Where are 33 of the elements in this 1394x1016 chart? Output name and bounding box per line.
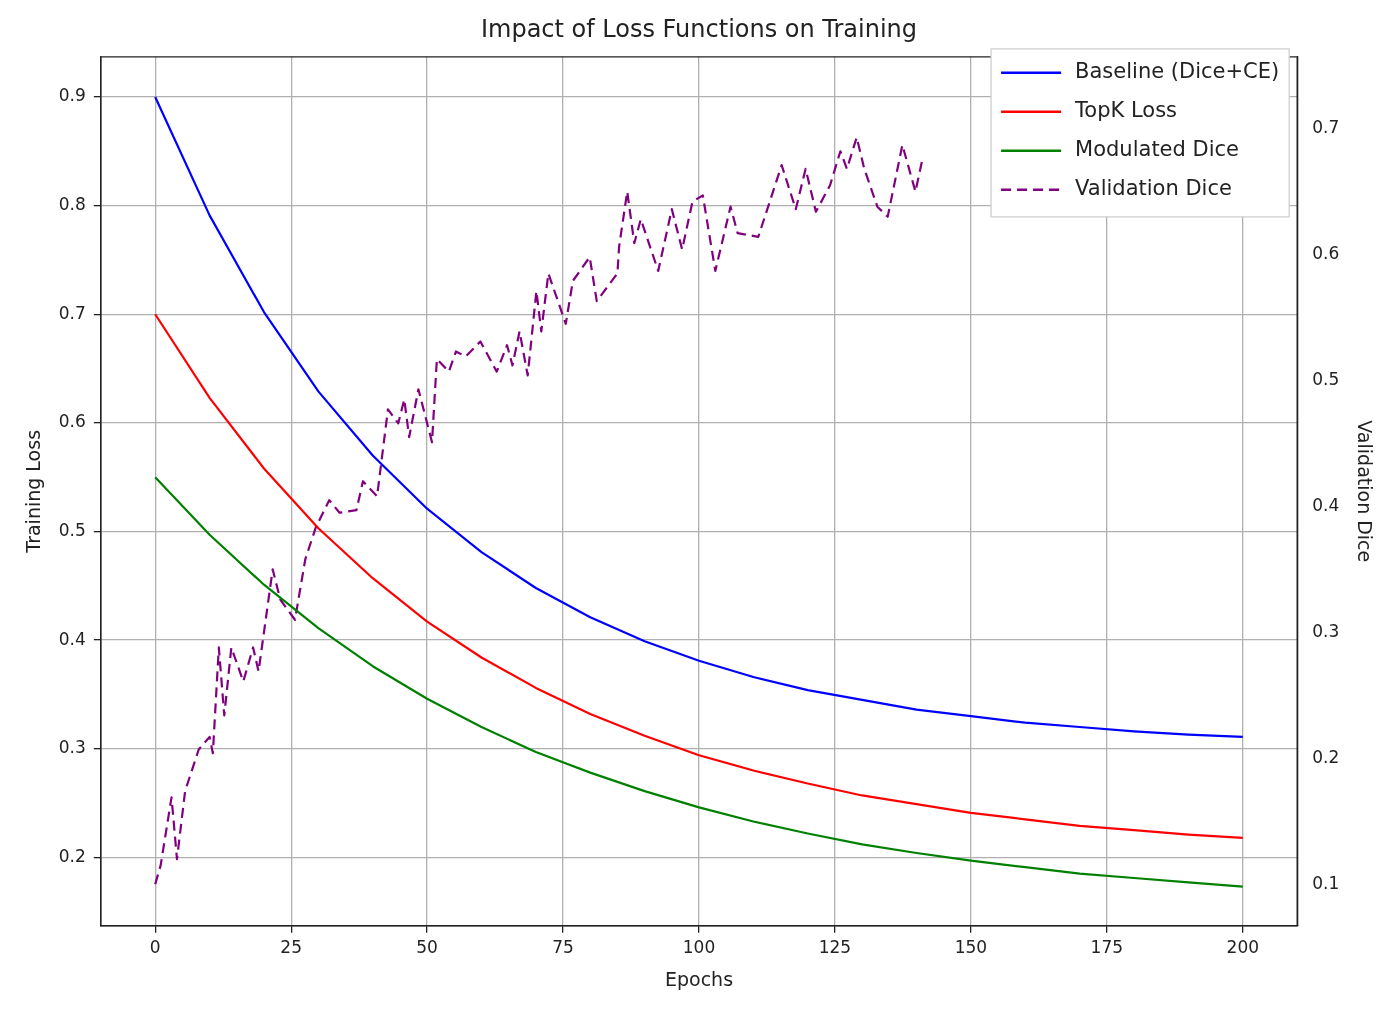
y2-tick-label: 0.7	[1312, 117, 1340, 138]
y2-tick-label: 0.1	[1312, 872, 1340, 893]
legend-label: TopK Loss	[1074, 98, 1178, 123]
legend-label: Baseline (Dice+CE)	[1075, 59, 1280, 84]
y-tick-label: 0.6	[58, 411, 86, 432]
y2-axis-title: Validation Dice	[1353, 420, 1376, 563]
y2-tick-label: 0.4	[1312, 494, 1340, 515]
legend-label: Modulated Dice	[1075, 137, 1240, 162]
y-tick-label: 0.9	[58, 85, 86, 106]
x-tick-label: 50	[416, 937, 438, 958]
y-axis-title: Training Loss	[22, 429, 45, 554]
y2-tick-label: 0.3	[1312, 620, 1340, 641]
x-tick-label: 200	[1226, 937, 1260, 958]
y2-tick-label: 0.6	[1312, 242, 1340, 263]
y-tick-label: 0.7	[58, 302, 86, 323]
x-axis-title: Epochs	[664, 967, 734, 990]
y2-tick-label: 0.2	[1312, 746, 1340, 767]
line-series	[154, 136, 924, 886]
y-tick-label: 0.2	[58, 845, 86, 866]
x-tick-label: 100	[682, 937, 716, 958]
x-tick-label: 0	[149, 937, 161, 958]
x-tick-label: 25	[280, 937, 302, 958]
y2-tick-label: 0.5	[1312, 368, 1340, 389]
x-tick-label: 175	[1090, 937, 1124, 958]
x-tick-label: 125	[818, 937, 852, 958]
y-tick-label: 0.5	[58, 519, 86, 540]
x-tick-label: 75	[552, 937, 574, 958]
y-tick-label: 0.3	[58, 737, 86, 758]
y-tick-label: 0.4	[58, 628, 86, 649]
chart-title: Impact of Loss Functions on Training	[480, 14, 918, 43]
y-tick-label: 0.8	[58, 194, 86, 215]
legend-label: Validation Dice	[1075, 176, 1232, 201]
x-tick-label: 150	[954, 937, 988, 958]
